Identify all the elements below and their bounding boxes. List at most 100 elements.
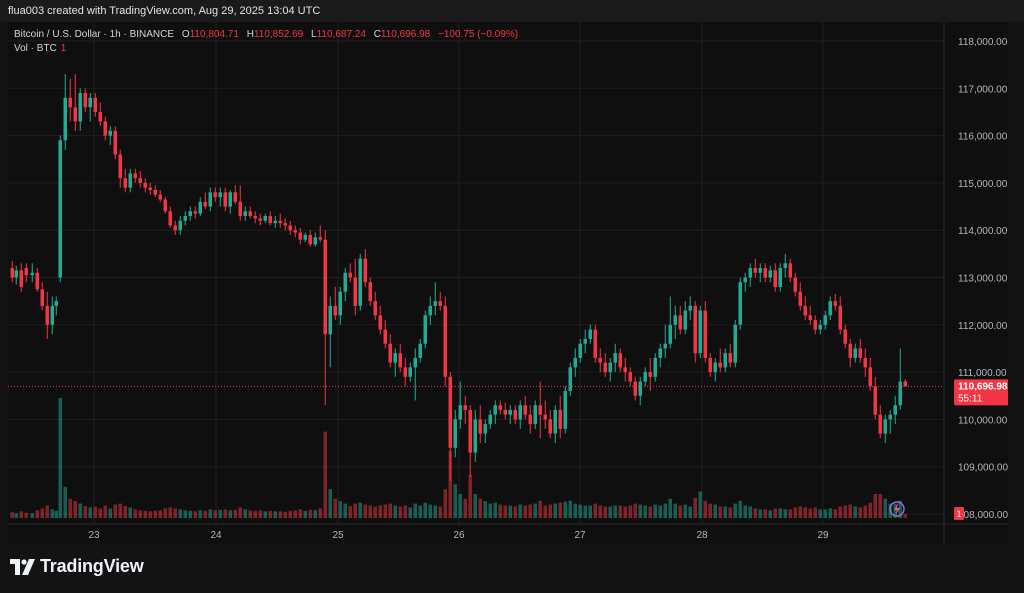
volume-bar xyxy=(223,509,227,518)
volume-bar xyxy=(263,511,267,518)
candle-body xyxy=(438,301,442,306)
candle-body xyxy=(388,343,392,363)
candle-body xyxy=(453,419,457,448)
volume-bar xyxy=(203,510,207,518)
candle-body xyxy=(673,315,677,325)
volume-bar xyxy=(188,510,192,518)
candle-body xyxy=(40,289,44,306)
candle-body xyxy=(243,211,247,217)
candle-body xyxy=(633,381,637,396)
flash-icon[interactable] xyxy=(889,501,905,517)
candle-body xyxy=(473,419,477,453)
volume-bar xyxy=(343,503,347,518)
candle-body xyxy=(148,187,152,190)
volume-bar xyxy=(258,510,262,518)
volume-bar xyxy=(713,504,717,518)
chart-frame[interactable]: 118,000.00 117,000.00 116,000.00 115,000.00… xyxy=(8,22,1008,544)
candle-body xyxy=(413,357,417,368)
volume-bar xyxy=(323,431,327,518)
candle-body xyxy=(373,301,377,316)
low-label: L xyxy=(311,29,317,40)
volume-bar xyxy=(378,505,382,518)
candle-body xyxy=(753,268,757,273)
candle-body xyxy=(873,386,877,415)
volume-bar xyxy=(123,506,127,518)
candle-body xyxy=(358,258,362,306)
candle-body xyxy=(193,211,197,214)
candle-body xyxy=(768,270,772,278)
candle-body xyxy=(483,424,487,434)
volume-bar xyxy=(233,509,237,518)
candle-body xyxy=(138,178,142,183)
volume-bar xyxy=(548,504,552,518)
candle-body xyxy=(353,277,357,306)
volume-bar xyxy=(578,504,582,518)
change-value: −100.75 (−0.09%) xyxy=(438,29,519,40)
high-label: H xyxy=(246,29,254,40)
candle-body xyxy=(448,376,452,448)
candle-body xyxy=(828,301,832,316)
candle-body xyxy=(568,367,572,392)
brand-logo[interactable]: TradingView xyxy=(10,556,144,577)
volume-bar xyxy=(40,508,44,518)
y-tick-label: 111,000.00 xyxy=(958,368,1007,379)
volume-bar xyxy=(128,507,132,518)
chart-background xyxy=(8,22,1008,544)
candle-body xyxy=(478,419,482,434)
candle-body xyxy=(678,315,682,330)
symbol-label: Bitcoin / U.S. Dollar · 1h · BINANCE xyxy=(14,29,175,40)
volume-bar xyxy=(553,503,557,518)
volume-bar xyxy=(878,494,882,518)
candle-body xyxy=(563,391,567,429)
candle-body xyxy=(308,234,312,245)
candle-body xyxy=(503,409,507,415)
candle-body xyxy=(578,343,582,358)
volume-bar xyxy=(353,503,357,518)
volume-bar xyxy=(898,500,902,518)
candle-body xyxy=(278,220,282,224)
candle-body xyxy=(88,97,92,108)
x-tick-label: 29 xyxy=(817,530,829,541)
candle-body xyxy=(258,218,262,221)
volume-bar xyxy=(873,494,877,518)
candle-body xyxy=(348,272,352,278)
x-tick-label: 23 xyxy=(88,530,100,541)
top-bar: flua003 created with TradingView.com, Au… xyxy=(0,0,1024,22)
volume-bar xyxy=(603,506,607,518)
volume-bar xyxy=(488,503,492,518)
volume-bar xyxy=(718,506,722,518)
volume-bar xyxy=(513,506,517,518)
volume-bar xyxy=(688,506,692,518)
volume-bar xyxy=(518,504,522,518)
candle-body xyxy=(153,189,157,195)
candle-body xyxy=(618,353,622,368)
volume-bar xyxy=(298,509,302,518)
candle-body xyxy=(383,329,387,344)
volume-bar xyxy=(833,509,837,518)
candle-body xyxy=(653,357,657,377)
candle-body xyxy=(63,97,67,141)
candle-body xyxy=(108,130,112,136)
candlestick-chart[interactable]: 118,000.00 117,000.00 116,000.00 115,000.00… xyxy=(8,22,1008,544)
volume-bar xyxy=(413,503,417,518)
volume-bar xyxy=(558,502,562,518)
volume-bar xyxy=(238,507,242,518)
candle-body xyxy=(788,263,792,278)
volume-bar xyxy=(268,510,272,518)
volume-bar xyxy=(283,511,287,518)
candle-body xyxy=(398,353,402,368)
volume-bar xyxy=(533,503,537,518)
candle-body xyxy=(508,409,512,415)
volume-bar xyxy=(663,503,667,518)
candle-body xyxy=(83,93,87,108)
volume-bar xyxy=(78,503,82,518)
candle-body xyxy=(283,223,287,226)
candle-body xyxy=(858,348,862,358)
volume-bar xyxy=(198,510,202,518)
y-tick-label: 113,000.00 xyxy=(958,274,1008,285)
volume-bar xyxy=(358,502,362,518)
volume-bar xyxy=(173,508,177,518)
candle-body xyxy=(708,357,712,373)
volume-bar xyxy=(183,510,187,518)
volume-bar xyxy=(693,497,697,518)
